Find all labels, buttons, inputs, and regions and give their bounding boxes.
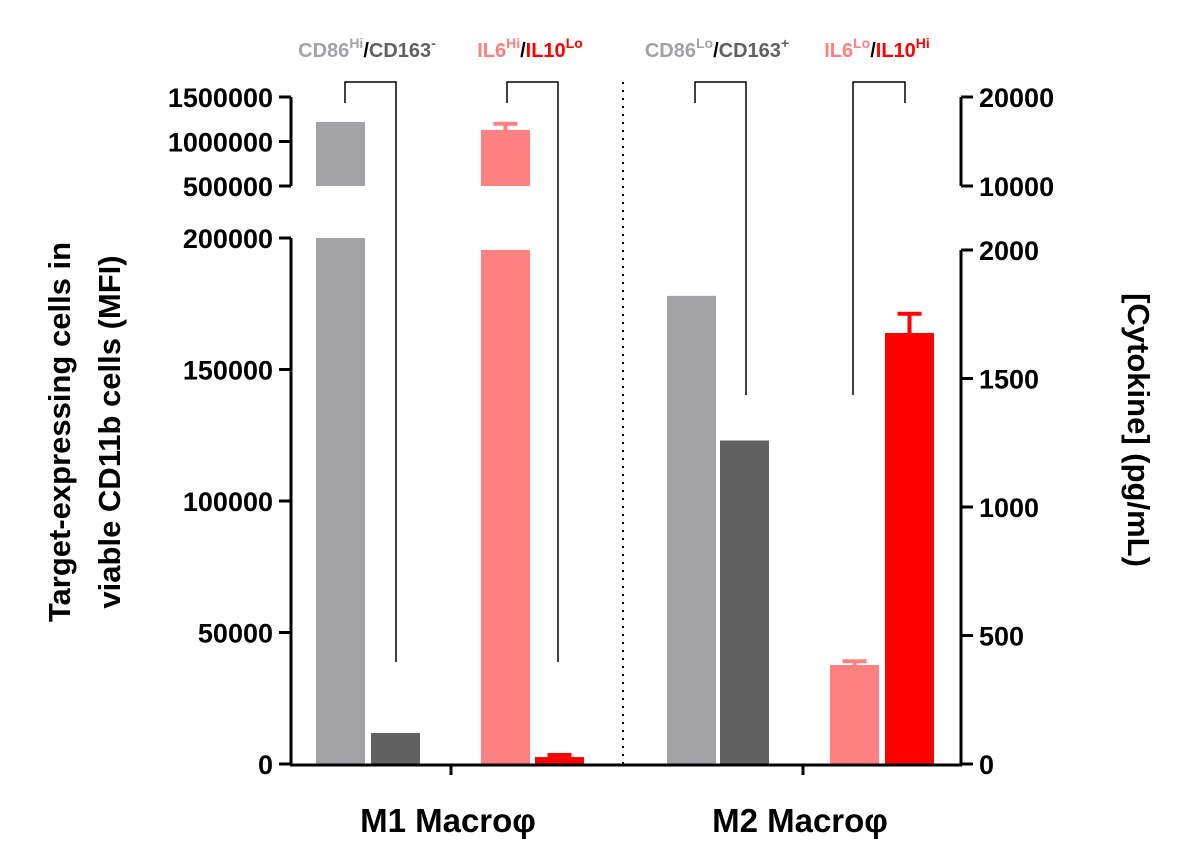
annotation-part: - <box>431 35 436 51</box>
annotation-part: Lo <box>696 35 713 51</box>
x-category-label: M1 Macroφ <box>360 802 536 839</box>
bars <box>316 121 934 764</box>
group-annotation: CD86Hi/CD163- <box>298 35 436 62</box>
annotation-part: CD86 <box>645 40 696 62</box>
left-tick-label: 200000 <box>183 224 273 254</box>
bar-il6 <box>481 250 530 764</box>
group-annotations: CD86Hi/CD163- IL6Hi/IL10Lo CD86Lo/CD163+ IL… <box>298 35 930 62</box>
comparison-bracket <box>344 81 397 662</box>
left-tick-label: 150000 <box>183 356 273 386</box>
right-tick-label: 10000 <box>979 172 1054 202</box>
comparison-bracket <box>694 81 747 395</box>
left-axis-title: Target-expressing cells in viable CD11b … <box>42 242 127 622</box>
left-tick-label: 1000000 <box>168 128 273 158</box>
annotation-part: Hi <box>916 35 930 51</box>
right-tick-label: 2000 <box>979 236 1039 266</box>
bar-il6 <box>830 665 879 764</box>
left-tick-label: 100000 <box>183 487 273 517</box>
right-axis-title: [Cytokine] (pg/mL) <box>1121 293 1156 567</box>
bar-cd86 <box>316 238 365 764</box>
comparison-brackets <box>344 81 906 662</box>
left-axis-title-line2: viable CD11b cells (MFI) <box>92 255 127 608</box>
left-tick-label: 0 <box>258 750 273 780</box>
annotation-part: CD163 <box>369 40 431 62</box>
annotation-part: + <box>781 35 789 51</box>
left-axis-title-line1: Target-expressing cells in <box>42 242 77 622</box>
x-category-label: M2 Macroφ <box>712 802 888 839</box>
right-tick-label: 500 <box>979 622 1024 652</box>
annotation-part: IL10 <box>876 40 916 62</box>
annotation-part: / <box>713 40 719 62</box>
left-y-axis: 0 50000 100000 150000 200000 500000 1000000 150… <box>168 83 293 780</box>
bar-il10 <box>885 333 934 764</box>
left-tick-label: 1500000 <box>168 83 273 113</box>
annotation-part: CD163 <box>719 40 781 62</box>
right-tick-label: 1500 <box>979 365 1039 395</box>
right-tick-label: 1000 <box>979 493 1039 523</box>
annotation-part: Lo <box>853 35 870 51</box>
left-tick-label: 500000 <box>183 172 273 202</box>
annotation-part: / <box>363 40 369 62</box>
bar-cd163 <box>371 732 420 764</box>
annotation-part: IL6 <box>824 40 853 62</box>
annotation-part: / <box>870 40 876 62</box>
annotation-part: Hi <box>349 35 363 51</box>
bar-cd163 <box>720 440 769 764</box>
right-tick-label: 20000 <box>979 83 1054 113</box>
comparison-bracket <box>852 81 906 395</box>
right-y-axis: 0 500 1000 1500 2000 10000 20000 <box>959 83 1054 780</box>
annotation-part: / <box>520 40 526 62</box>
bar-il10 <box>535 757 584 764</box>
bar-il6-upper <box>481 129 530 186</box>
group-annotation: IL6Hi/IL10Lo <box>477 35 583 62</box>
x-axis: M1 Macroφ M2 Macroφ <box>290 763 962 839</box>
bar-cd86-upper <box>316 121 365 186</box>
annotation-part: Hi <box>506 35 520 51</box>
annotation-part: CD86 <box>298 40 349 62</box>
right-tick-label: 0 <box>979 750 994 780</box>
group-annotation: CD86Lo/CD163+ <box>645 35 789 62</box>
annotation-part: Lo <box>566 35 583 51</box>
group-annotation: IL6Lo/IL10Hi <box>824 35 930 62</box>
left-tick-label: 50000 <box>198 619 273 649</box>
annotation-part: IL10 <box>526 40 566 62</box>
bar-cd86 <box>667 295 716 764</box>
annotation-part: IL6 <box>477 40 506 62</box>
comparison-bracket <box>506 81 559 662</box>
